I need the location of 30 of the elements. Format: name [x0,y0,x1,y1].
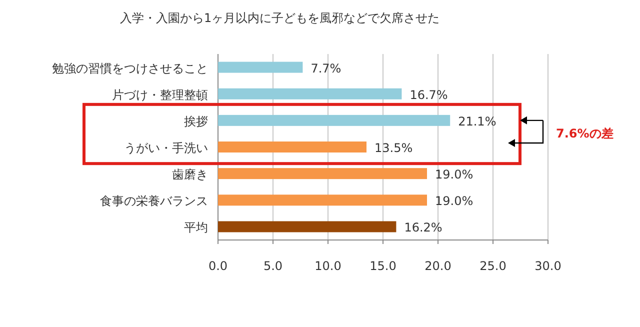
y-tick-label: 食事の栄養バランス [100,194,208,208]
data-label: 19.0% [435,168,474,182]
y-tick-label: 平均 [184,220,208,235]
y-tick-label: 挨拶 [184,114,208,128]
data-label: 7.7% [310,61,342,76]
bar [218,221,396,232]
data-label: 13.5% [374,141,413,155]
data-label: 19.0% [435,194,474,208]
y-tick-label: うがい・手洗い [124,141,208,155]
x-tick-label: 30.0 [534,259,562,273]
data-label: 21.1% [458,114,496,128]
bar [218,194,427,206]
x-tick-label: 10.0 [314,259,342,273]
y-tick-label: 片づけ・整理整頓 [112,88,208,102]
bar [218,142,366,152]
x-tick-label: 25.0 [480,259,506,273]
bar [218,62,303,73]
data-label: 16.2% [404,220,442,235]
chart-title: 入学・入園から1ヶ月以内に子どもを風邪などで欠席させた [120,11,440,25]
bar [218,88,402,100]
y-tick-label: 歯磨き [172,168,208,182]
data-label: 16.7% [410,88,448,102]
bar [218,168,427,180]
text: 7.6%の差 [556,126,614,141]
x-tick-label: 5.0 [263,259,283,273]
x-tick-label: 15.0 [370,259,396,273]
x-tick-label: 0.0 [208,259,228,273]
y-tick-label: 勉強の習慣をつけさせること [52,61,208,76]
bar [218,114,450,126]
x-tick-label: 20.0 [424,259,452,273]
